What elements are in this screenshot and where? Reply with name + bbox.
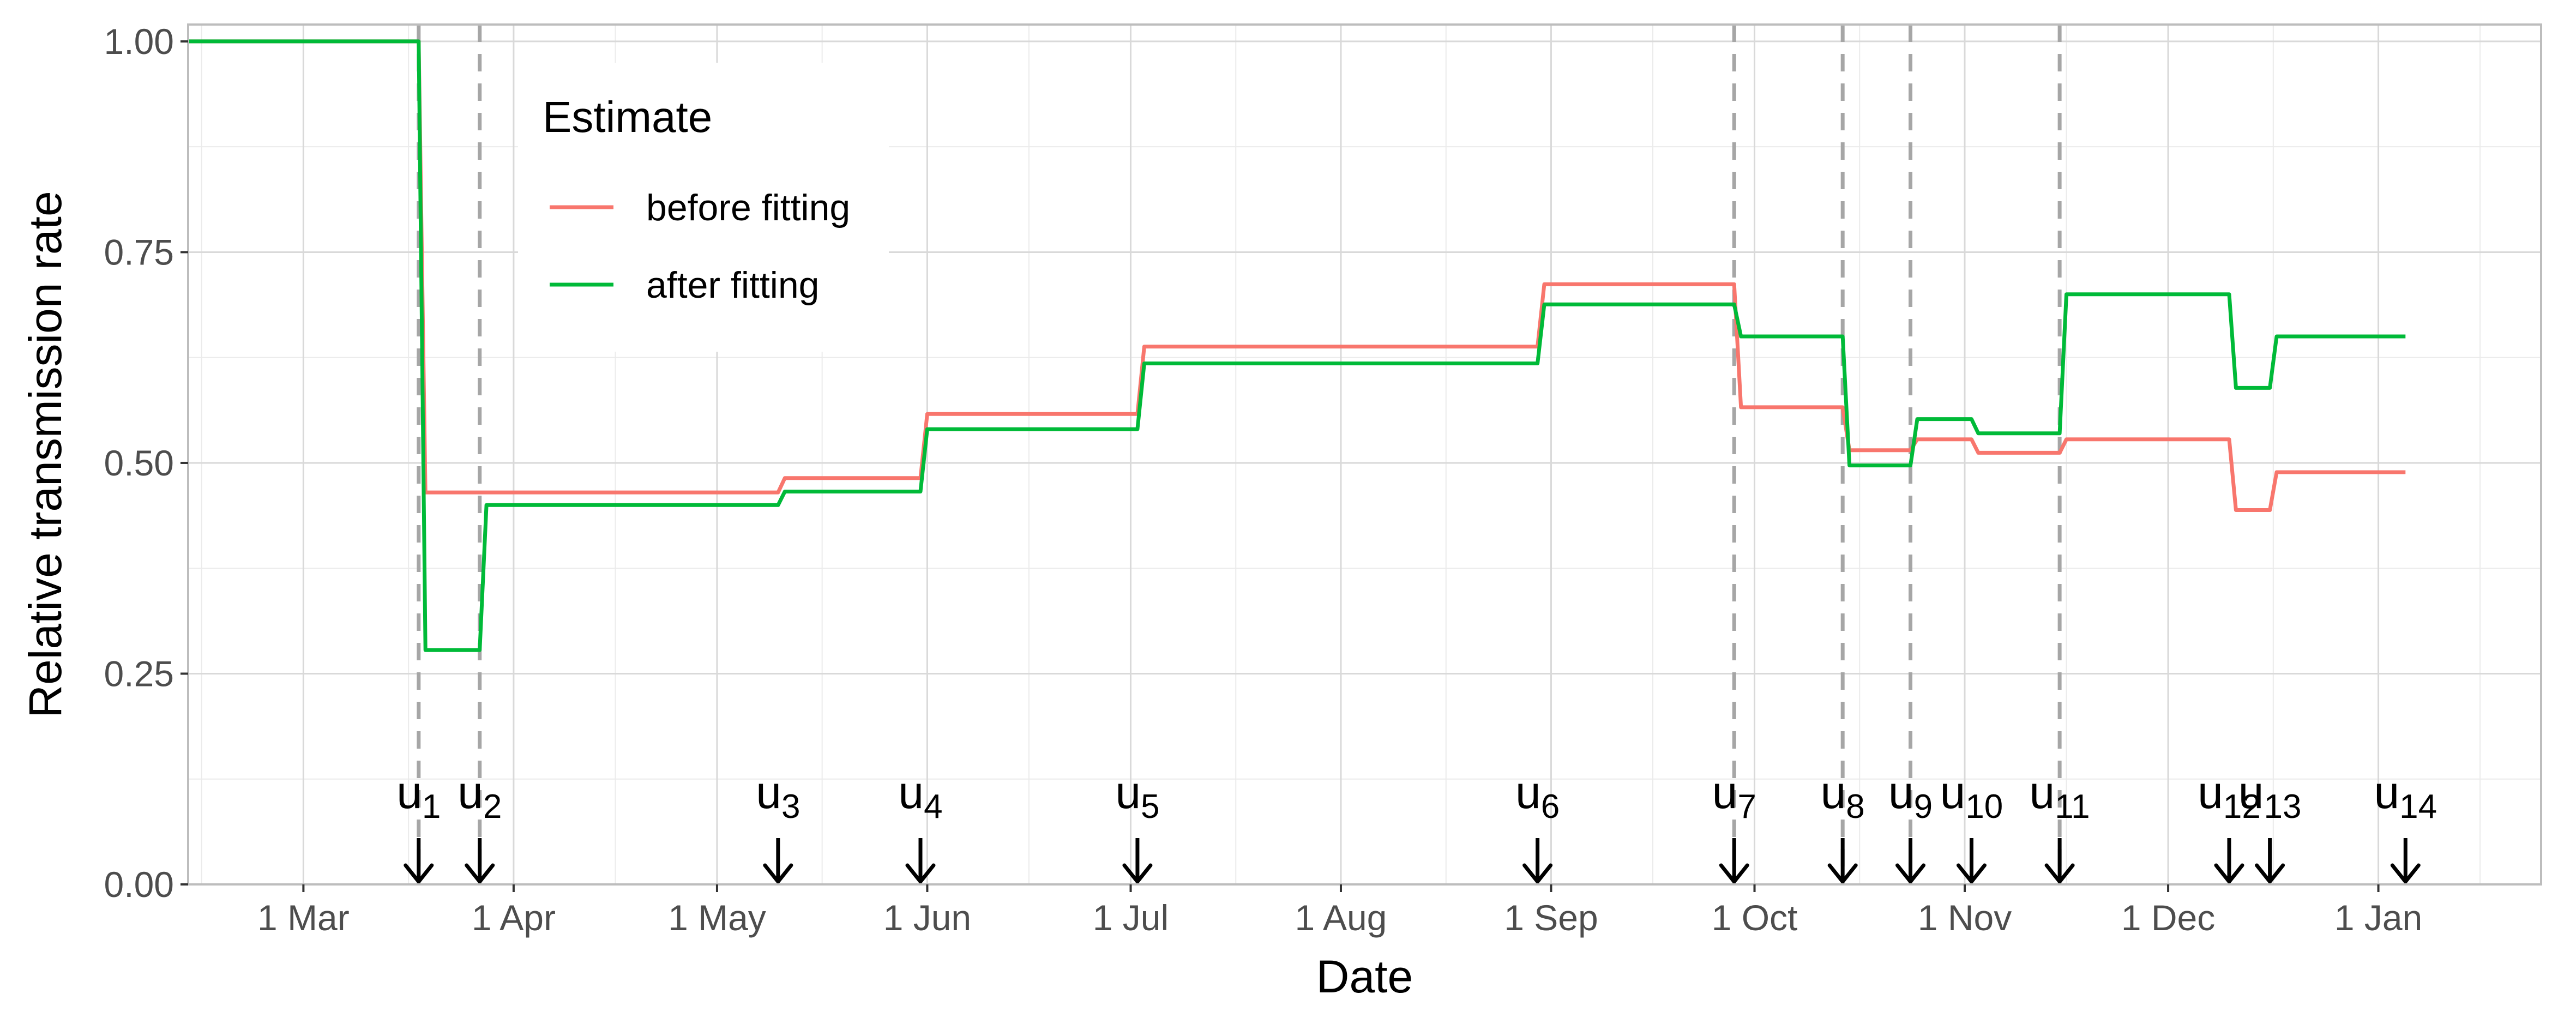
x-tick-label: 1 May xyxy=(668,898,766,938)
arrow-head xyxy=(465,863,495,884)
change-point-u9: u9 xyxy=(1888,767,1933,884)
x-tick-label: 1 Dec xyxy=(2121,898,2215,938)
y-tick-label: 0.25 xyxy=(104,653,174,694)
change-point-label: u14 xyxy=(2374,767,2437,826)
arrow-head xyxy=(1122,863,1153,884)
change-point-label: u12 xyxy=(2198,767,2261,826)
arrow-head xyxy=(2255,863,2285,884)
panel-border xyxy=(187,23,2542,886)
change-point-label: u6 xyxy=(1515,767,1560,826)
change-point-label: u11 xyxy=(2030,767,2090,826)
x-axis-ticks: 1 Mar 1 Apr 1 May 1 Jun 1 Jul 1 Aug 1 Sep 1 Oct… xyxy=(257,884,2422,938)
arrow-head xyxy=(2390,863,2421,884)
y-tick-label: 0.50 xyxy=(104,443,174,483)
change-point-label: u4 xyxy=(898,767,942,826)
change-point-u1: u1 xyxy=(396,767,441,884)
change-point-u11: u11 xyxy=(2030,767,2090,884)
change-point-dashed-lines xyxy=(417,25,2062,884)
change-point-u2: u2 xyxy=(458,767,502,884)
change-point-u13: u13 xyxy=(2238,767,2302,884)
x-tick-label: 1 Oct xyxy=(1712,898,1798,938)
series-line-after-fitting xyxy=(188,39,2406,652)
change-point-label: u1 xyxy=(396,767,441,826)
arrow-head xyxy=(1827,863,1858,884)
change-point-u3: u3 xyxy=(756,767,800,884)
change-point-u10: u10 xyxy=(1940,767,2003,884)
change-point-u5: u5 xyxy=(1115,767,1160,884)
x-tick-label: 1 Jan xyxy=(2334,898,2422,938)
x-tick-label: 1 Jun xyxy=(883,898,971,938)
x-tick-label: 1 Nov xyxy=(1918,898,2012,938)
change-point-u8: u8 xyxy=(1821,767,1865,884)
arrow-head xyxy=(404,863,434,884)
arrow-head xyxy=(2044,863,2075,884)
change-point-u4: u4 xyxy=(898,767,943,884)
y-tick-label: 0.75 xyxy=(104,232,174,272)
legend: Estimate before fitting after fitting xyxy=(518,63,889,352)
arrow-head xyxy=(763,863,793,884)
change-point-label: u3 xyxy=(756,767,800,826)
series-layer xyxy=(188,39,2406,652)
change-point-label: u13 xyxy=(2238,767,2302,826)
change-point-label: u10 xyxy=(1940,767,2003,826)
change-point-label: u5 xyxy=(1115,767,1159,826)
arrow-head xyxy=(1522,863,1553,884)
arrow-head xyxy=(1956,863,1987,884)
legend-label-before-fitting: before fitting xyxy=(646,187,850,228)
change-point-u6: u6 xyxy=(1515,767,1560,884)
x-axis-title: Date xyxy=(1316,951,1413,1002)
change-point-label: u8 xyxy=(1821,767,1865,826)
arrow-head xyxy=(1719,863,1749,884)
y-axis-ticks: 0.00 0.25 0.50 0.75 1.00 xyxy=(104,21,188,905)
change-point-label: u7 xyxy=(1712,767,1756,826)
series-line-before-fitting xyxy=(188,39,2406,512)
x-tick-label: 1 Aug xyxy=(1295,898,1387,938)
legend-label-after-fitting: after fitting xyxy=(646,264,820,306)
arrow-head xyxy=(905,863,936,884)
x-tick-label: 1 Apr xyxy=(472,898,556,938)
y-tick-label: 1.00 xyxy=(104,21,174,62)
x-tick-label: 1 Mar xyxy=(257,898,350,938)
change-point-u14: u14 xyxy=(2374,767,2437,884)
y-tick-label: 0.00 xyxy=(104,864,174,905)
change-point-label: u9 xyxy=(1888,767,1933,826)
x-tick-label: 1 Sep xyxy=(1504,898,1598,938)
change-point-u7: u7 xyxy=(1712,767,1756,884)
y-axis-title: Relative transmission rate xyxy=(20,191,71,718)
x-tick-label: 1 Jul xyxy=(1093,898,1169,938)
legend-title: Estimate xyxy=(543,93,712,141)
arrow-head xyxy=(2214,863,2244,884)
change-point-label: u2 xyxy=(458,767,502,826)
arrow-head xyxy=(1895,863,1926,884)
change-point-u12: u12 xyxy=(2198,767,2261,884)
